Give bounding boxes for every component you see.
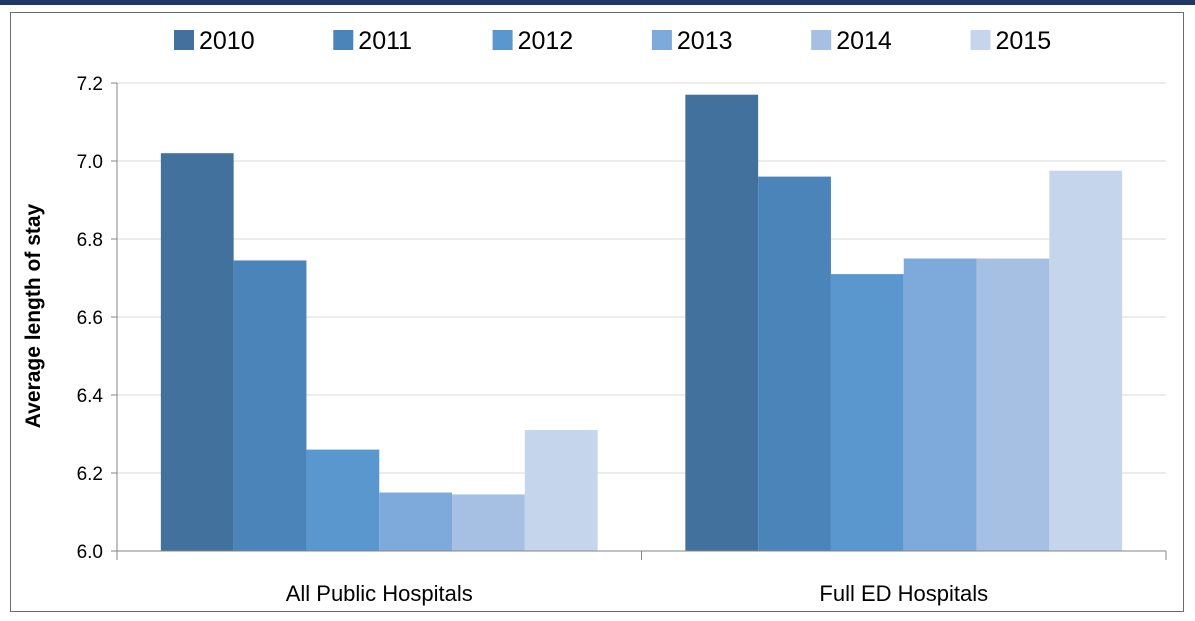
bar-2013-all-public <box>379 492 453 551</box>
legend-label-2015: 2015 <box>996 27 1052 55</box>
legend-label-2010: 2010 <box>199 27 255 55</box>
legend-swatch-2010 <box>174 30 194 50</box>
legend-swatch-2015 <box>970 30 991 50</box>
bar-2015-full-ed <box>1049 170 1123 551</box>
bars <box>160 94 1123 551</box>
bar-2011-all-public <box>233 260 307 551</box>
y-tick-label: 7.2 <box>77 74 103 95</box>
y-tick-label: 6.6 <box>77 308 103 329</box>
y-tick-label: 6.2 <box>77 464 103 485</box>
legend-swatch-2012 <box>492 30 513 50</box>
bar-2013-full-ed <box>903 258 977 551</box>
y-tick-label: 6.8 <box>77 230 103 251</box>
legend-label-2013: 2013 <box>677 27 733 55</box>
y-tick-label: 7.0 <box>77 152 103 173</box>
top-accent-bar <box>0 0 1195 5</box>
category-label: Full ED Hospitals <box>819 581 988 606</box>
bar-2012-all-public <box>306 449 380 551</box>
bar-2012-full-ed <box>830 274 904 551</box>
legend-label-2014: 2014 <box>836 27 892 55</box>
bar-2010-all-public <box>160 153 234 551</box>
category-label: All Public Hospitals <box>286 581 473 606</box>
x-category-labels: All Public Hospitals Full ED Hospitals <box>286 581 988 606</box>
bar-2014-full-ed <box>976 258 1050 551</box>
legend-swatch-2013 <box>651 30 672 50</box>
bar-2011-full-ed <box>758 176 831 551</box>
legend-label-2011: 2011 <box>358 27 412 55</box>
bar-2015-all-public <box>524 430 598 551</box>
y-tick-labels: 6.0 6.2 6.4 6.6 6.8 7.0 7.2 <box>77 74 104 563</box>
y-tick-label: 6.0 <box>77 542 103 563</box>
legend-swatch-2014 <box>811 30 832 50</box>
legend-swatch-2011 <box>333 30 354 50</box>
legend: 2010 2011 2012 2013 2014 2015 <box>174 27 1051 55</box>
y-tick-label: 6.4 <box>77 386 104 407</box>
y-axis-label: Average length of stay <box>22 203 45 428</box>
legend-label-2012: 2012 <box>518 27 574 55</box>
bar-2014-all-public <box>452 494 525 551</box>
axes <box>116 83 1167 560</box>
bar-2010-full-ed <box>685 94 759 551</box>
